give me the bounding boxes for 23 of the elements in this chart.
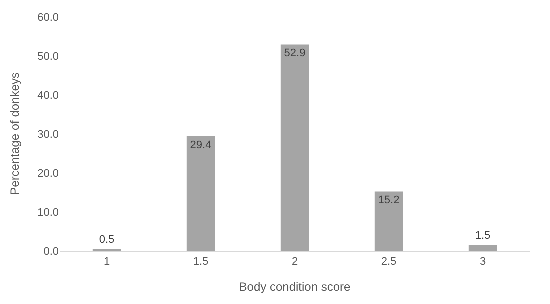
x-tick-label: 3 bbox=[480, 256, 486, 268]
data-label: 15.2 bbox=[378, 194, 400, 207]
y-tick-label: 40.0 bbox=[38, 90, 59, 102]
bar bbox=[280, 44, 310, 251]
y-tick-label: 20.0 bbox=[38, 168, 59, 180]
x-tick-label: 1.5 bbox=[193, 256, 209, 268]
y-tick-label: 10.0 bbox=[38, 206, 59, 219]
bar bbox=[468, 245, 498, 251]
y-axis-title: Percentage of donkeys bbox=[8, 72, 22, 196]
y-tick-label: 30.0 bbox=[38, 128, 59, 141]
y-tick-label: 60.0 bbox=[38, 12, 59, 24]
x-tick-label: 2.5 bbox=[381, 256, 397, 268]
x-axis-title: Body condition score bbox=[239, 280, 352, 294]
data-label: 29.4 bbox=[190, 139, 212, 152]
data-label: 1.5 bbox=[475, 230, 491, 242]
x-tick-label: 1 bbox=[104, 256, 110, 268]
bar bbox=[374, 192, 404, 251]
data-label: 0.5 bbox=[99, 234, 115, 246]
y-tick-label: 50.0 bbox=[38, 50, 59, 63]
data-label: 52.9 bbox=[284, 48, 306, 60]
bar bbox=[186, 136, 216, 251]
y-tick-label: 0.0 bbox=[44, 246, 59, 258]
x-tick-label: 2 bbox=[292, 256, 298, 268]
